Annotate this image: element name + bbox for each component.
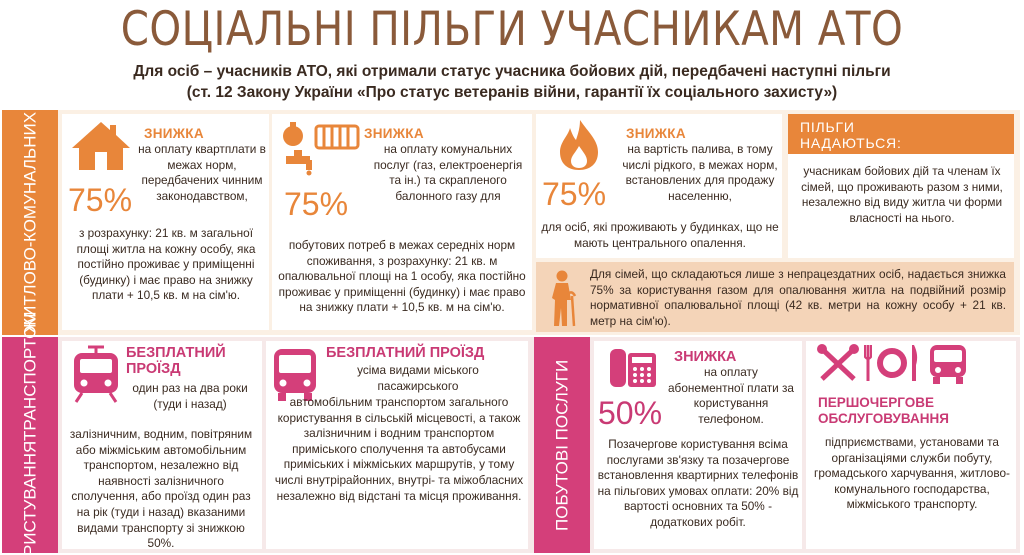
transport-section-bar: КОРИСТУВАННЯ ТРАНСПОРТОМ xyxy=(2,311,58,555)
services-section-bar: ПОБУТОВІ ПОСЛУГИ xyxy=(534,337,590,553)
rent-discount-percent: 75% xyxy=(68,182,133,218)
phone-discount-desc: на оплату абонементної плати за користув… xyxy=(668,365,794,426)
telephone-icon xyxy=(610,349,656,387)
granted-card: учасникам бойових дій та членам їх сімей… xyxy=(788,154,1014,258)
family-discount-card: Для сімей, що складаються лише з непраце… xyxy=(536,262,1014,332)
rent-discount-card: ЗНИЖКА на оплату квартплати в межах норм… xyxy=(62,114,269,330)
fuel-discount-percent: 75% xyxy=(542,176,607,212)
utilities-icon xyxy=(283,122,360,176)
priority-service-heading-1: ПЕРШОЧЕРГОВЕ xyxy=(818,395,935,410)
page-title: СОЦІАЛЬНІ ПІЛЬГИ УЧАСНИКАМ АТО xyxy=(120,2,904,57)
utilities-discount-desc: на оплату комунальних послуг (газ, елект… xyxy=(373,142,523,203)
fuel-discount-desc: на вартість палива, в тому числі рідкого… xyxy=(622,142,778,203)
rail-free-travel-heading-2: ПРОЇЗД xyxy=(126,361,181,377)
rent-discount-heading: ЗНИЖКА xyxy=(144,126,204,141)
transport-section-label: КОРИСТУВАННЯ ТРАНСПОРТОМ xyxy=(20,311,40,555)
housing-section-label: ОПЛАТА ЖИТЛОВО- КОМУНАЛЬНИХ ПОСЛУГ xyxy=(20,38,40,407)
rent-discount-calc: з розрахунку: 21 кв. м загальної площі ж… xyxy=(76,226,256,303)
city-free-travel-card: БЕЗПЛАТНИЙ ПРОЇЗД усіма видами міського … xyxy=(266,341,528,549)
bus-icon xyxy=(274,349,316,401)
utilities-discount-card: ЗНИЖКА на оплату комунальних послуг (газ… xyxy=(272,114,532,330)
phone-discount-percent: 50% xyxy=(598,395,663,431)
bus-icon xyxy=(930,345,966,384)
subtitle-line-2: (ст. 12 Закону України «Про статус ветер… xyxy=(186,84,838,101)
priority-service-text: підприємствами, установами та організаці… xyxy=(814,435,1010,512)
utilities-discount-percent: 75% xyxy=(284,186,349,222)
phone-discount-heading: ЗНИЖКА xyxy=(674,349,737,365)
priority-service-heading-2: ОБСЛУГОВУВАННЯ xyxy=(818,411,949,426)
rail-free-travel-text: залізничним, водним, повітряним або міжм… xyxy=(69,427,253,551)
rail-free-travel-heading-1: БЕЗПЛАТНИЙ xyxy=(126,345,226,361)
elderly-person-icon xyxy=(552,270,577,327)
family-discount-text: Для сімей, що складаються лише з непраце… xyxy=(590,267,1006,328)
fuel-discount-calc: для осіб, які проживають у будинках, що … xyxy=(541,220,779,250)
granted-text: учасникам бойових дій та членам їх сімей… xyxy=(801,164,1003,225)
granted-heading: ПІЛЬГИ НАДАЮТЬСЯ: xyxy=(788,114,1014,154)
rent-discount-desc: на оплату квартплати в межах норм, перед… xyxy=(138,142,266,203)
utilities-discount-calc: побутових потреб в межах середніх норм с… xyxy=(278,238,526,315)
fuel-discount-card: ЗНИЖКА на вартість палива, в тому числі … xyxy=(536,114,782,258)
services-section-label: ПОБУТОВІ ПОСЛУГИ xyxy=(552,359,572,531)
phone-discount-card: ЗНИЖКА на оплату абонементної плати за к… xyxy=(594,341,802,549)
cutlery-icon xyxy=(864,345,918,381)
city-free-travel-text: автомобільним транспортом загального кор… xyxy=(274,395,524,503)
flame-icon xyxy=(560,120,598,170)
phone-discount-text: Позачергове користування всіма послугами… xyxy=(597,437,799,529)
city-free-travel-text-top: усіма видами міського пасажирського xyxy=(357,363,479,393)
train-icon xyxy=(74,345,118,403)
priority-service-card: ПЕРШОЧЕРГОВЕ ОБСЛУГОВУВАННЯ підприємства… xyxy=(806,341,1016,549)
house-icon xyxy=(72,122,130,170)
housing-section-bar: ОПЛАТА ЖИТЛОВО- КОМУНАЛЬНИХ ПОСЛУГ xyxy=(2,38,58,407)
subtitle-line-1: Для осіб – учасників АТО, які отримали с… xyxy=(133,63,891,80)
utilities-discount-heading: ЗНИЖКА xyxy=(364,126,424,141)
fuel-discount-heading: ЗНИЖКА xyxy=(626,126,686,141)
rail-free-travel-card: БЕЗПЛАТНИЙ ПРОЇЗД один раз на два роки (… xyxy=(62,341,262,551)
rail-free-travel-text-top: один раз на два роки (туди і назад) xyxy=(132,381,248,411)
tools-icon xyxy=(817,344,859,381)
city-free-travel-heading: БЕЗПЛАТНИЙ ПРОЇЗД xyxy=(326,345,485,361)
